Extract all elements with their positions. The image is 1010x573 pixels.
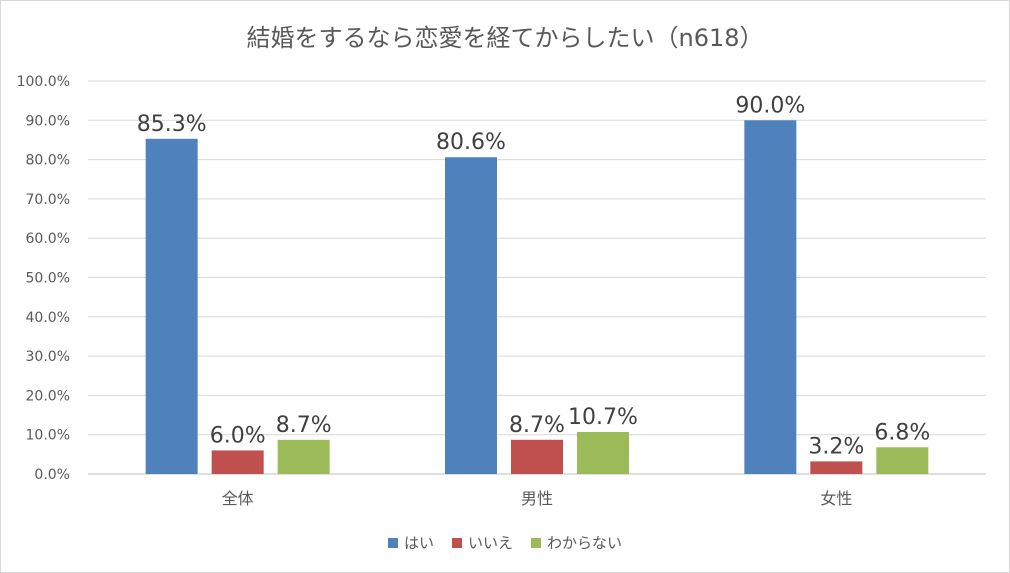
data-label: 85.3% xyxy=(137,112,207,137)
legend-swatch xyxy=(531,537,541,548)
y-tick-label: 80.0% xyxy=(26,153,70,169)
y-tick-label: 100.0% xyxy=(17,74,70,90)
data-label: 3.2% xyxy=(808,434,864,459)
bar xyxy=(744,120,797,475)
y-tick-label: 10.0% xyxy=(26,428,70,444)
legend-item: いいえ xyxy=(451,532,513,553)
y-tick-label: 60.0% xyxy=(26,231,70,247)
bar xyxy=(277,439,330,474)
chart-title: 結婚をするなら恋愛を経てからしたい（n618） xyxy=(246,24,764,52)
bar xyxy=(810,461,863,474)
category-label: 男性 xyxy=(521,489,553,508)
bar xyxy=(211,450,264,474)
data-label: 8.7% xyxy=(276,413,332,438)
legend-label: はい xyxy=(403,534,434,552)
legend-item: はい xyxy=(387,532,434,553)
legend-label: わからない xyxy=(547,534,623,552)
data-label: 6.8% xyxy=(874,420,930,445)
y-tick-label: 30.0% xyxy=(26,349,70,365)
y-tick-label: 70.0% xyxy=(26,192,70,208)
y-tick-label: 50.0% xyxy=(26,271,70,287)
bar xyxy=(145,138,198,474)
data-label: 80.6% xyxy=(436,130,506,155)
category-label: 全体 xyxy=(222,489,254,508)
bar xyxy=(577,431,629,474)
legend-swatch xyxy=(451,537,462,548)
y-tick-label: 40.0% xyxy=(26,310,70,326)
legend: はい いいえ わからない xyxy=(0,532,1010,553)
data-label: 10.7% xyxy=(568,405,638,430)
data-label: 6.0% xyxy=(210,423,266,448)
bar xyxy=(511,439,563,474)
y-tick-label: 90.0% xyxy=(26,113,70,129)
data-label: 90.0% xyxy=(735,93,805,118)
category-label: 女性 xyxy=(820,489,852,508)
legend-label: いいえ xyxy=(467,534,513,552)
bar xyxy=(876,447,929,474)
data-label: 8.7% xyxy=(509,413,565,438)
y-tick-label: 0.0% xyxy=(34,467,70,483)
y-tick-label: 20.0% xyxy=(26,388,70,404)
bar xyxy=(445,157,497,474)
legend-item: わからない xyxy=(531,532,622,553)
legend-swatch xyxy=(387,537,398,548)
